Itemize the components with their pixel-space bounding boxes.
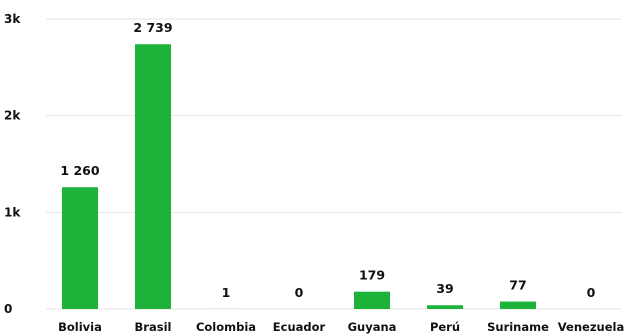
y-tick-label: 3k [4,12,21,26]
data-labels: 1 260 2 739 1 0 179 39 77 0 [60,20,595,300]
data-label-bolivia: 1 260 [60,163,99,178]
category-labels: Bolivia Brasil Colombia Ecuador Guyana Perú Su… [58,320,624,334]
y-tick-label: 1k [4,205,21,219]
bar-brasil [135,44,171,309]
data-label-brasil: 2 739 [133,20,172,35]
y-tick-label: 0 [4,302,12,316]
bar-bolivia [62,187,98,309]
grid-lines [46,18,622,310]
data-label-ecuador: 0 [295,285,304,300]
category-label-ecuador: Ecuador [273,320,326,334]
category-label-perú: Perú [430,320,460,334]
category-label-suriname: Suriname [487,320,549,334]
bar-suriname [500,301,536,309]
data-label-suriname: 77 [509,278,526,293]
category-label-guyana: Guyana [348,320,397,334]
data-label-colombia: 1 [222,285,231,300]
y-tick-label: 2k [4,109,21,123]
data-label-guyana: 179 [359,268,385,283]
category-label-bolivia: Bolivia [58,320,102,334]
data-label-venezuela: 0 [587,285,596,300]
bar-perú [427,305,463,309]
category-label-venezuela: Venezuela [558,320,624,334]
bars [62,44,536,309]
y-axis-ticks: 0 1k 2k 3k [4,12,21,316]
category-label-colombia: Colombia [196,320,256,334]
bar-guyana [354,291,390,309]
category-label-brasil: Brasil [135,320,172,334]
data-label-perú: 39 [436,281,453,296]
